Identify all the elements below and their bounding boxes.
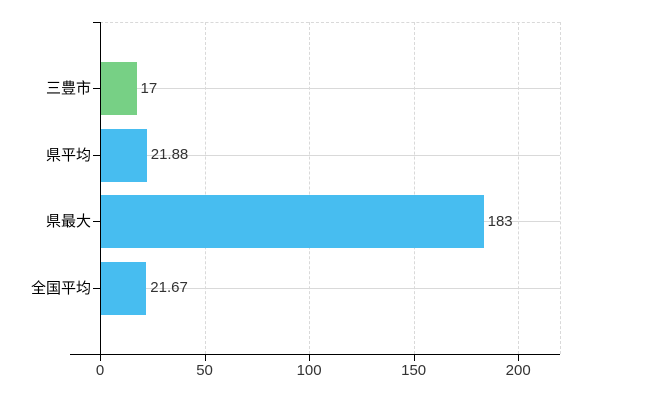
vertical-gridline [518,22,520,354]
x-axis-tick [100,354,101,361]
x-tick-label: 100 [296,362,322,379]
value-label: 21.67 [150,279,188,296]
x-tick-label: 50 [196,362,213,379]
x-tick-label: 0 [95,362,105,379]
y-axis-top-tick [93,22,100,23]
horizontal-gridline [100,88,560,89]
bar-series [101,128,147,182]
x-axis-tick [204,354,206,361]
x-axis-tick [518,354,520,361]
x-tick-label: 200 [505,362,531,379]
category-label: 県最大 [45,213,91,230]
y-axis-line [100,22,101,354]
vertical-gridline [309,22,311,354]
x-axis-line [70,354,560,355]
vertical-gridline [413,22,415,354]
category-tick [93,221,100,222]
horizontal-gridline [100,154,560,156]
category-label: 三豊市 [45,80,91,97]
plot-top-border [100,22,560,23]
category-label: 県平均 [45,146,91,164]
value-label: 183 [487,212,513,230]
category-tick [93,154,100,156]
bar-highlight [101,62,137,115]
x-axis-tick [413,354,415,361]
value-label: 21.88 [150,146,189,163]
category-tick [93,88,100,89]
bar-series [101,261,147,315]
horizontal-gridline [100,287,560,289]
x-tick-label: 150 [401,362,427,379]
value-label: 17 [140,79,158,97]
x-axis-tick [309,354,311,361]
plot-right-border [560,22,561,354]
category-label: 全国平均 [30,279,91,297]
vertical-gridline [204,22,206,354]
bar-series [101,195,484,248]
category-tick [93,287,100,289]
